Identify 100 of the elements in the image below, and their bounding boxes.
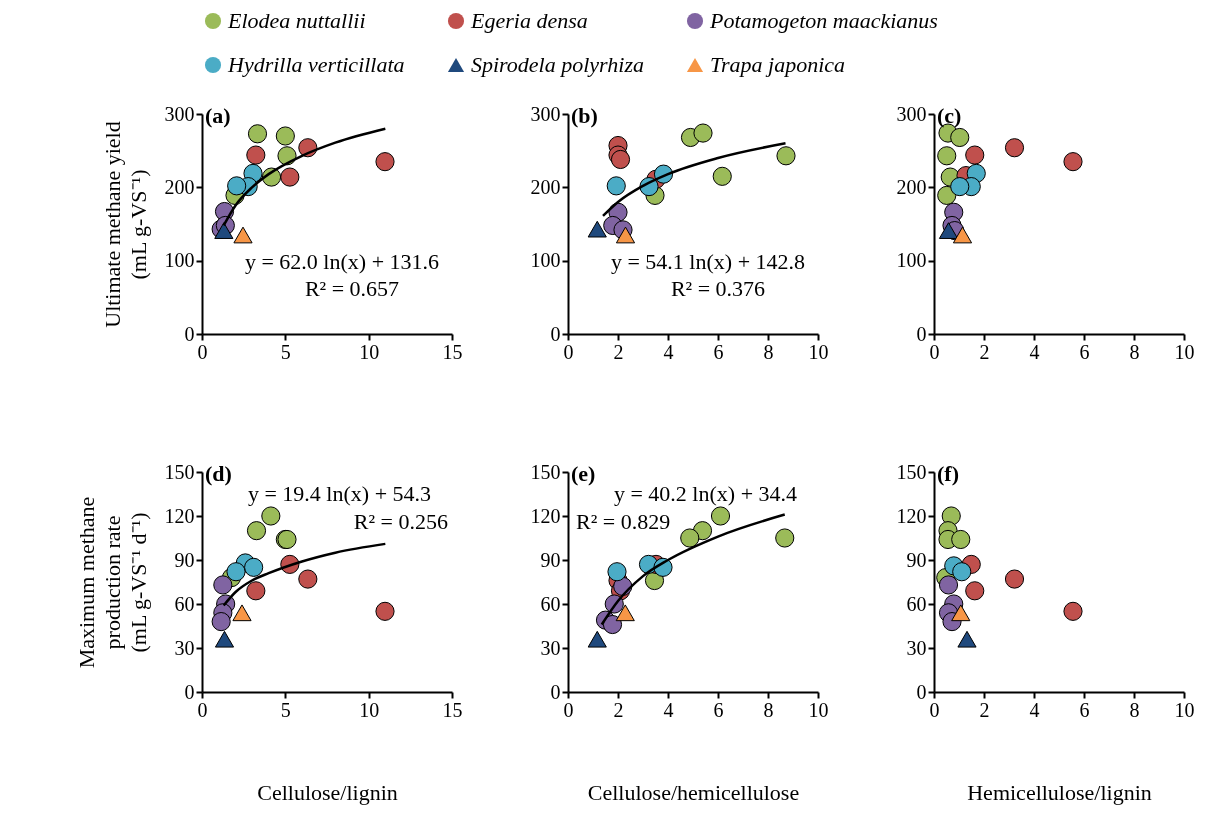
y-axis-title: Maximum methane production rate (mL g-VS⁻¹ d⁻¹)	[73, 496, 151, 669]
point	[213, 575, 233, 595]
x-tick-label: 8	[763, 698, 774, 721]
x-tick-label: 10	[808, 340, 829, 363]
x-tick-label: 8	[1129, 698, 1140, 721]
y-tick-label: 60	[906, 592, 927, 615]
point	[951, 604, 971, 622]
annotation: R² = 0.829	[576, 509, 671, 534]
point	[607, 562, 627, 582]
x-tick-label: 5	[280, 340, 291, 363]
point	[952, 562, 972, 582]
y-tick-label: 90	[174, 548, 195, 571]
point	[275, 126, 295, 146]
legend-label: Spirodela polyrhiza	[471, 52, 644, 77]
y-tick-label: 0	[184, 322, 195, 345]
point	[938, 222, 959, 239]
y-tick-label: 30	[174, 636, 195, 659]
x-tick-label: 10	[1174, 698, 1195, 721]
point	[375, 152, 395, 172]
point	[776, 146, 796, 166]
annotation: R² = 0.376	[670, 276, 766, 301]
point	[1063, 601, 1083, 621]
legend-label: Hydrilla verticillata	[227, 52, 405, 77]
point	[261, 506, 281, 526]
annotation: y = 54.1 ln(x) + 142.8	[610, 249, 806, 274]
point	[615, 226, 636, 244]
point	[602, 614, 623, 635]
point	[587, 630, 607, 648]
x-tick-label: 6	[1079, 698, 1090, 721]
x-tick-label: 2	[613, 698, 624, 721]
legend-label: Trapa japonica	[710, 52, 846, 77]
y-tick-label: 30	[906, 636, 927, 659]
annotation: y = 62.0 ln(x) + 131.6	[244, 249, 440, 274]
y-tick-label: 100	[164, 249, 195, 272]
annotation: y = 19.4 ln(x) + 54.3	[247, 481, 432, 506]
point	[232, 604, 252, 622]
x-axis-title: Cellulose/hemicellulose	[587, 779, 800, 805]
legend-label: Potamogeton maackianus	[709, 8, 938, 33]
y-tick-label: 100	[896, 249, 927, 272]
y-tick-label: 200	[896, 175, 927, 198]
x-tick-label: 8	[1129, 340, 1140, 363]
point	[680, 528, 700, 548]
point	[938, 575, 959, 595]
point	[244, 557, 264, 577]
y-tick-label: 90	[906, 548, 927, 571]
y-tick-label: 120	[896, 504, 927, 527]
y-tick-label: 120	[164, 504, 195, 527]
point	[952, 226, 973, 244]
point	[712, 166, 732, 186]
point	[950, 127, 970, 148]
y-tick-label: 300	[896, 102, 927, 125]
point	[280, 167, 300, 187]
y-tick-label: 0	[916, 680, 927, 703]
x-tick-label: 10	[359, 698, 380, 721]
y-tick-label: 60	[540, 592, 561, 615]
x-tick-label: 2	[979, 340, 990, 363]
point	[610, 149, 631, 170]
point	[606, 176, 626, 196]
annotation: (d)	[205, 461, 232, 486]
x-tick-label: 4	[1029, 340, 1040, 363]
y-tick-label: 30	[540, 636, 561, 659]
y-tick-label: 0	[550, 680, 561, 703]
point	[937, 146, 957, 166]
point	[950, 177, 970, 197]
annotation: (a)	[205, 103, 231, 128]
point	[1004, 569, 1025, 589]
annotation: R² = 0.256	[353, 509, 448, 534]
x-tick-label: 6	[713, 340, 724, 363]
y-tick-label: 200	[164, 175, 195, 198]
point	[965, 145, 985, 165]
annotation: (e)	[571, 461, 596, 486]
x-tick-label: 10	[359, 340, 380, 363]
point	[957, 630, 977, 648]
point	[246, 145, 266, 165]
point	[951, 529, 971, 550]
point	[693, 123, 713, 143]
y-tick-label: 150	[896, 460, 927, 483]
point	[247, 124, 268, 144]
x-tick-label: 15	[442, 698, 463, 721]
legend-label: Egeria densa	[470, 8, 588, 33]
y-tick-label: 0	[550, 322, 561, 345]
point	[965, 581, 985, 601]
y-tick-label: 90	[540, 548, 561, 571]
point	[937, 185, 957, 205]
x-tick-label: 6	[713, 698, 724, 721]
y-tick-label: 150	[530, 460, 561, 483]
annotation: y = 40.2 ln(x) + 34.4	[613, 481, 798, 506]
point	[1004, 138, 1025, 158]
point	[226, 562, 246, 582]
y-tick-label: 0	[916, 322, 927, 345]
y-axis-title: Ultimate methane yield (mL g-VS⁻¹)	[99, 121, 151, 328]
x-tick-label: 4	[663, 340, 674, 363]
y-tick-label: 0	[184, 680, 195, 703]
x-tick-label: 2	[613, 340, 624, 363]
annotation: (f)	[937, 461, 959, 486]
point	[1063, 152, 1083, 172]
point	[233, 226, 253, 244]
point	[587, 220, 607, 238]
point	[246, 581, 266, 601]
x-tick-label: 4	[663, 698, 674, 721]
